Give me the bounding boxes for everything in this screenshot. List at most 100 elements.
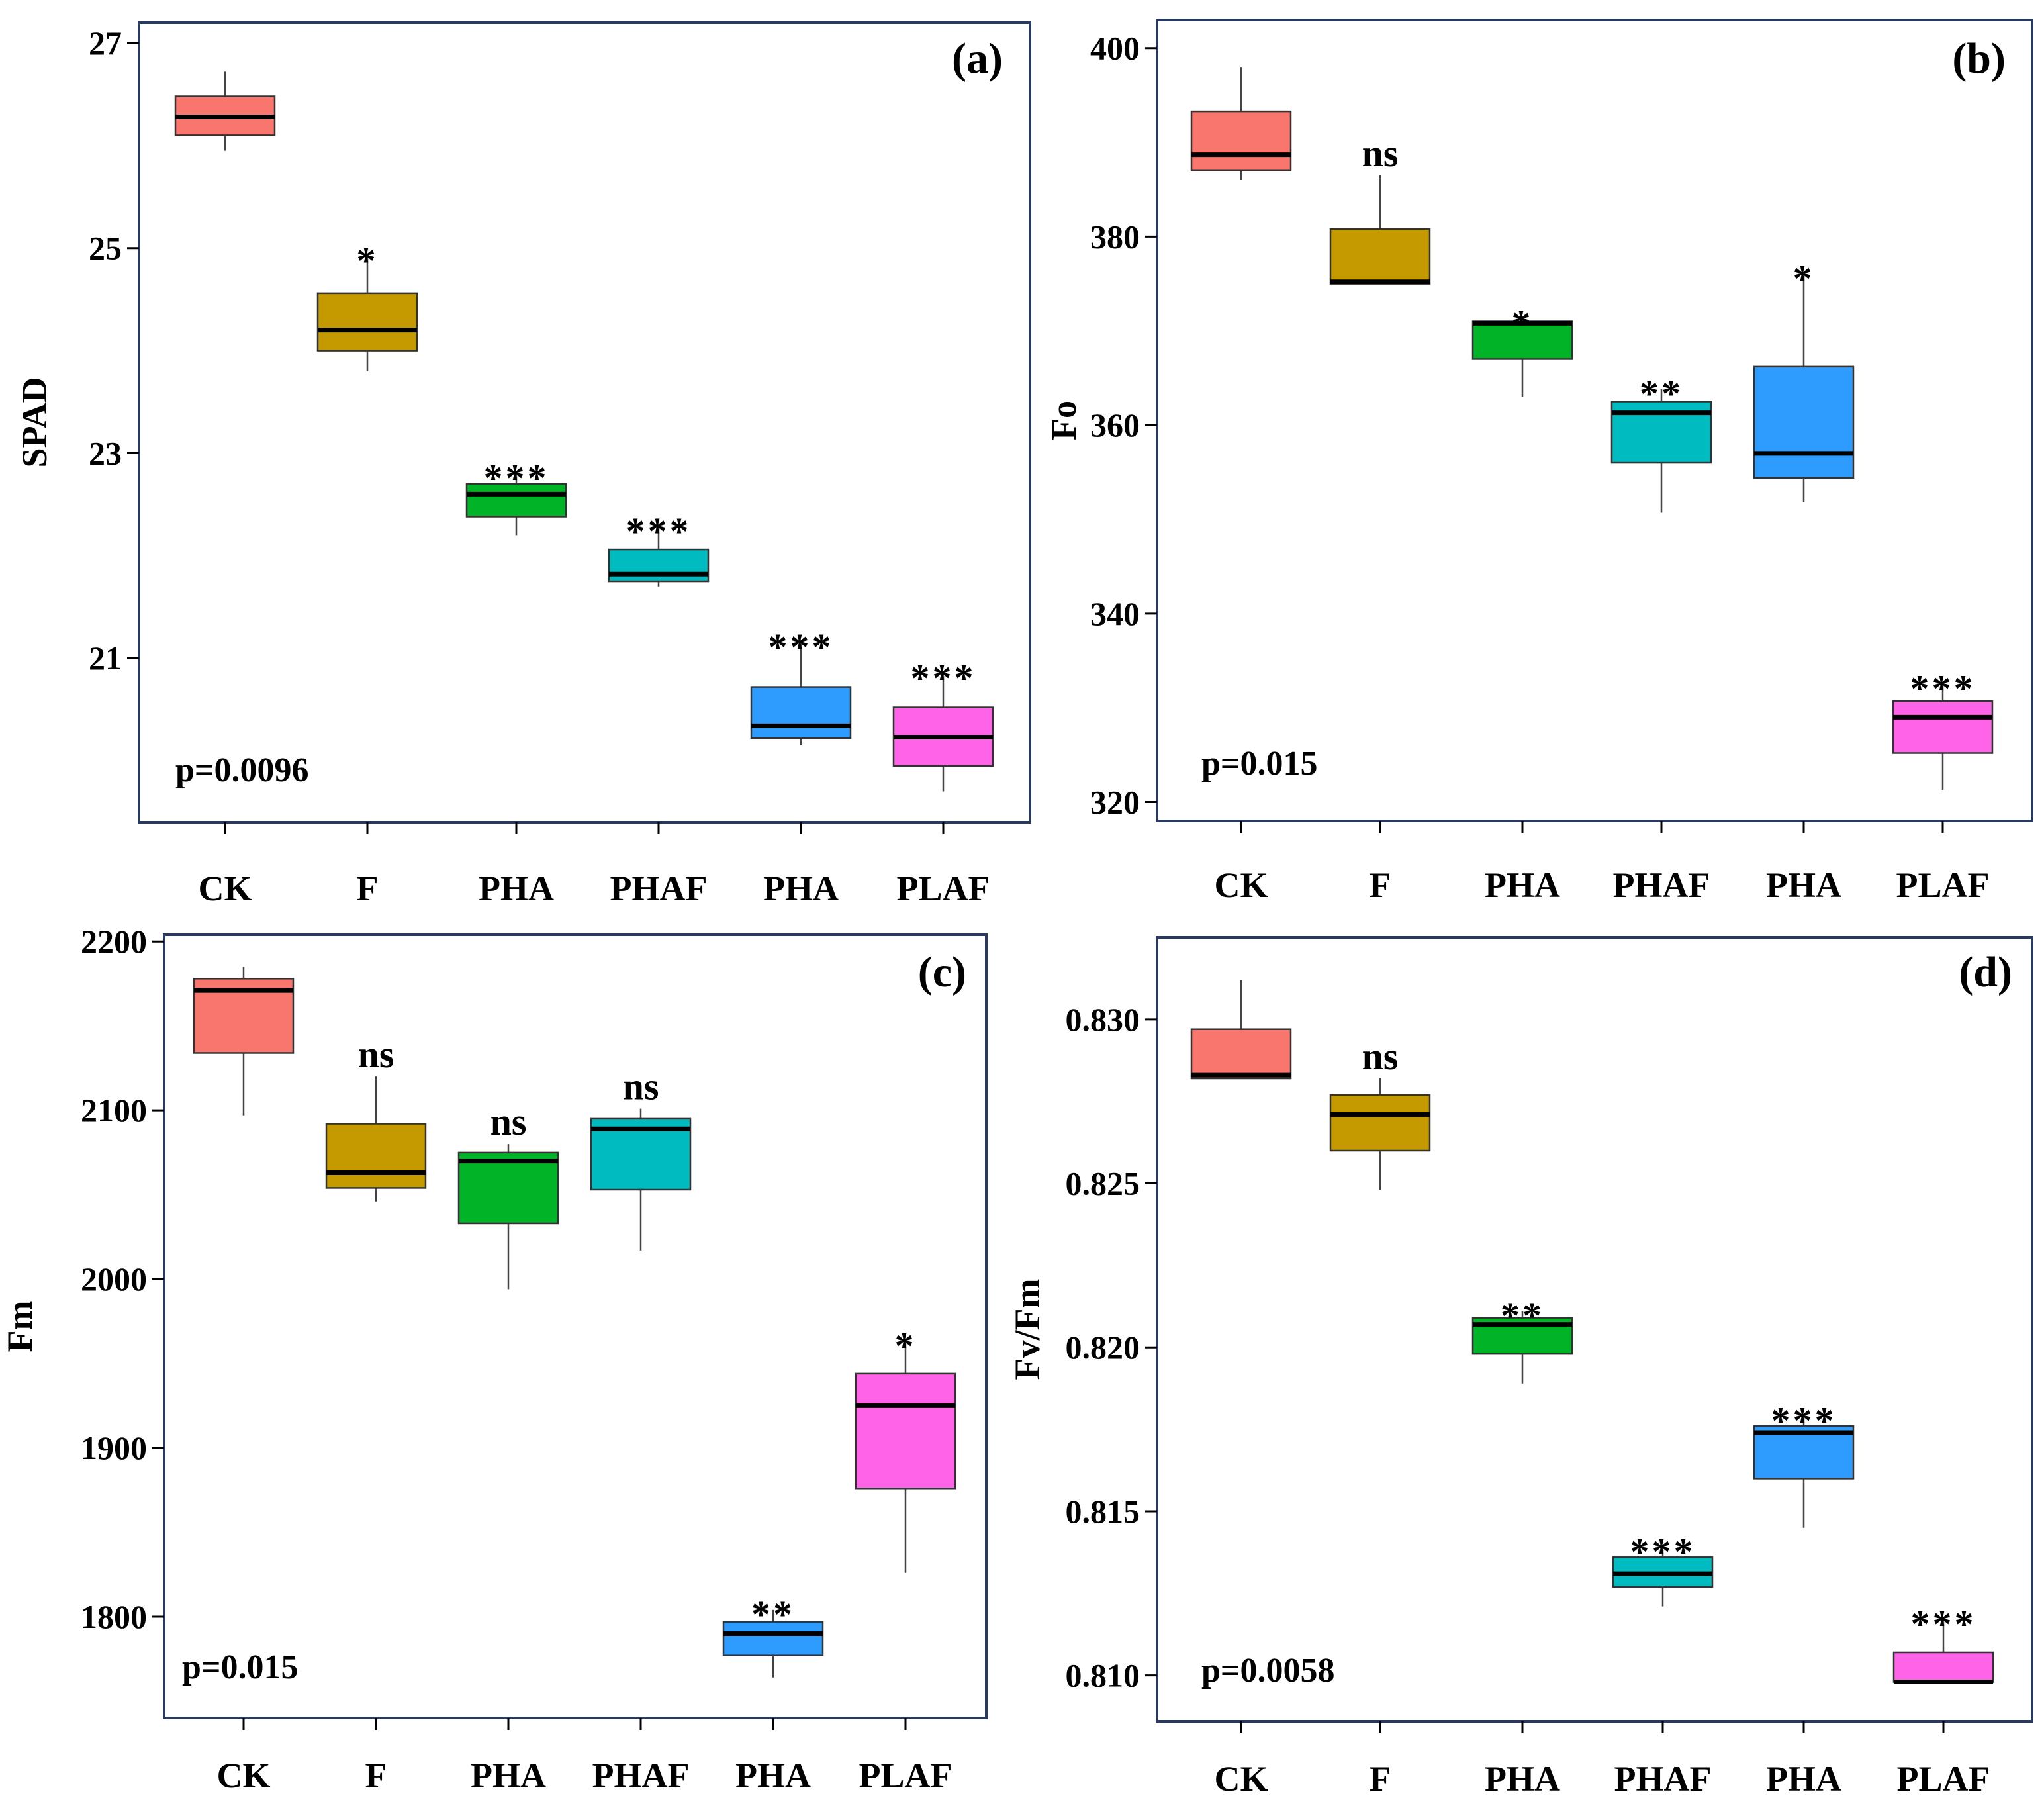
p-value-label: p=0.015 bbox=[182, 1648, 299, 1686]
iqr-box bbox=[855, 1372, 956, 1490]
significance-label: ns bbox=[490, 1100, 527, 1143]
x-tick-label: CK bbox=[1215, 865, 1268, 905]
iqr-box bbox=[1471, 320, 1573, 360]
significance-label: *** bbox=[1771, 1399, 1837, 1442]
y-tick-label: 23 bbox=[89, 434, 122, 471]
y-tick-label: 2100 bbox=[81, 1092, 147, 1129]
significance-label: *** bbox=[1910, 667, 1976, 710]
x-tick-label: F bbox=[1370, 865, 1391, 905]
p-value-label: p=0.0096 bbox=[175, 751, 309, 789]
significance-label: *** bbox=[626, 510, 692, 553]
y-tick-label: 1800 bbox=[81, 1598, 147, 1635]
panel-label: (a) bbox=[952, 34, 1003, 83]
iqr-box bbox=[1190, 110, 1292, 172]
x-tick-label: PHA bbox=[1766, 865, 1841, 905]
y-tick-label: 360 bbox=[1090, 406, 1140, 444]
box-f: ns F bbox=[1329, 1035, 1431, 1799]
iqr-box bbox=[1329, 1094, 1431, 1152]
box-plaf: *** PLAF bbox=[1892, 1602, 1994, 1799]
x-tick-label: F bbox=[1370, 1759, 1391, 1799]
iqr-box bbox=[457, 1151, 559, 1225]
y-tick-label: 340 bbox=[1090, 595, 1140, 632]
iqr-box bbox=[1329, 228, 1431, 285]
x-tick-label: PHA bbox=[471, 1756, 546, 1795]
significance-label: *** bbox=[1630, 1530, 1696, 1573]
y-axis-label: Fv/Fm bbox=[1007, 1279, 1047, 1380]
y-tick-label: 0.815 bbox=[1066, 1493, 1140, 1530]
x-tick-label: PHA bbox=[479, 869, 554, 908]
iqr-box bbox=[1753, 365, 1855, 479]
x-tick-label: PHAF bbox=[1613, 865, 1710, 905]
panel-d: 0.810 0.815 0.820 0.825 0.830 Fv/Fm (d) p=0.005… bbox=[1007, 936, 2033, 1799]
box-pha: *** PHA bbox=[1753, 1399, 1855, 1799]
plot-frame bbox=[163, 933, 988, 1719]
significance-label: * bbox=[1512, 303, 1534, 346]
box-ck: CK bbox=[1190, 67, 1292, 905]
y-tick-label: 27 bbox=[89, 24, 122, 62]
box-phaf: ns PHAF bbox=[590, 1065, 692, 1795]
x-tick-label: PHA bbox=[763, 869, 839, 908]
significance-label: * bbox=[895, 1324, 917, 1367]
iqr-box bbox=[465, 483, 567, 518]
iqr-box bbox=[1190, 1028, 1292, 1080]
significance-label: ** bbox=[1501, 1294, 1544, 1337]
y-tick-label: 320 bbox=[1090, 784, 1140, 821]
y-axis-label: Fo bbox=[1044, 401, 1084, 440]
plot-frame bbox=[1156, 936, 2033, 1723]
significance-label: ** bbox=[751, 1593, 795, 1636]
box-ck: CK bbox=[193, 967, 295, 1795]
p-value-label: p=0.015 bbox=[1201, 745, 1318, 783]
x-tick-label: PLAF bbox=[897, 869, 990, 908]
x-tick-label: PHA bbox=[735, 1756, 811, 1795]
y-tick-label: 1900 bbox=[81, 1429, 147, 1466]
x-tick-label: PLAF bbox=[859, 1756, 952, 1795]
x-tick-label: PHA bbox=[1766, 1759, 1841, 1799]
x-tick-label: PHA bbox=[1485, 865, 1560, 905]
panel-c: 1800 1900 2000 2100 2200 Fm (c) p=0.015 CK ns Fns P… bbox=[0, 923, 988, 1795]
x-tick-label: F bbox=[357, 869, 379, 908]
significance-label: *** bbox=[1911, 1602, 1976, 1645]
panel-label: (d) bbox=[1959, 948, 2012, 996]
y-tick-label: 0.810 bbox=[1066, 1657, 1140, 1694]
x-tick-label: PHAF bbox=[592, 1756, 690, 1795]
box-pha: ** PHA bbox=[1471, 1294, 1573, 1799]
box-pha: ns PHA bbox=[457, 1100, 559, 1795]
x-tick-label: PLAF bbox=[1896, 865, 1990, 905]
panel-b: 320 340 360 380 400 Fo (b) p=0.015 CK ns F * PHA ** PH… bbox=[1044, 19, 2033, 905]
panel-label: (c) bbox=[918, 948, 966, 996]
iqr-box bbox=[1892, 1651, 1994, 1683]
y-tick-label: 0.830 bbox=[1066, 1001, 1140, 1038]
box-f: ns F bbox=[1329, 132, 1431, 905]
y-tick-label: 380 bbox=[1090, 218, 1140, 255]
x-tick-label: F bbox=[365, 1756, 387, 1795]
significance-label: *** bbox=[484, 456, 549, 499]
y-tick-label: 25 bbox=[89, 230, 122, 267]
box-pha: *** PHA bbox=[750, 626, 852, 908]
box-ck: CK bbox=[1190, 980, 1292, 1799]
iqr-box bbox=[325, 1123, 427, 1189]
significance-label: ns bbox=[623, 1065, 659, 1108]
x-tick-label: PHAF bbox=[1614, 1759, 1712, 1799]
y-tick-label: 2000 bbox=[81, 1260, 147, 1298]
y-tick-label: 0.820 bbox=[1066, 1329, 1140, 1366]
x-tick-label: PHA bbox=[1485, 1759, 1560, 1799]
iqr-box bbox=[316, 292, 418, 352]
panel-label: (b) bbox=[1952, 34, 2006, 83]
panel-a: 21 23 25 27 SPAD (a) p=0.0096 CK *F *** PHA *** PHA F… bbox=[15, 21, 1031, 908]
box-f: ns F bbox=[325, 1033, 427, 1795]
y-axis-label: Fm bbox=[0, 1300, 40, 1352]
significance-label: ** bbox=[1640, 372, 1683, 415]
significance-label: *** bbox=[911, 656, 976, 699]
y-axis-label: SPAD bbox=[15, 377, 54, 467]
y-tick-label: 2200 bbox=[81, 923, 147, 960]
box-pha: *** PHA bbox=[465, 456, 567, 908]
significance-label: ns bbox=[358, 1033, 395, 1076]
x-tick-label: CK bbox=[1215, 1759, 1268, 1799]
box-plaf: *** PLAF bbox=[1892, 667, 1994, 905]
y-tick-label: 21 bbox=[89, 640, 122, 677]
significance-label: ns bbox=[1362, 132, 1399, 175]
box-plaf: *** PLAF bbox=[892, 656, 994, 908]
x-tick-label: CK bbox=[199, 869, 252, 908]
box-f: *F bbox=[316, 239, 418, 908]
